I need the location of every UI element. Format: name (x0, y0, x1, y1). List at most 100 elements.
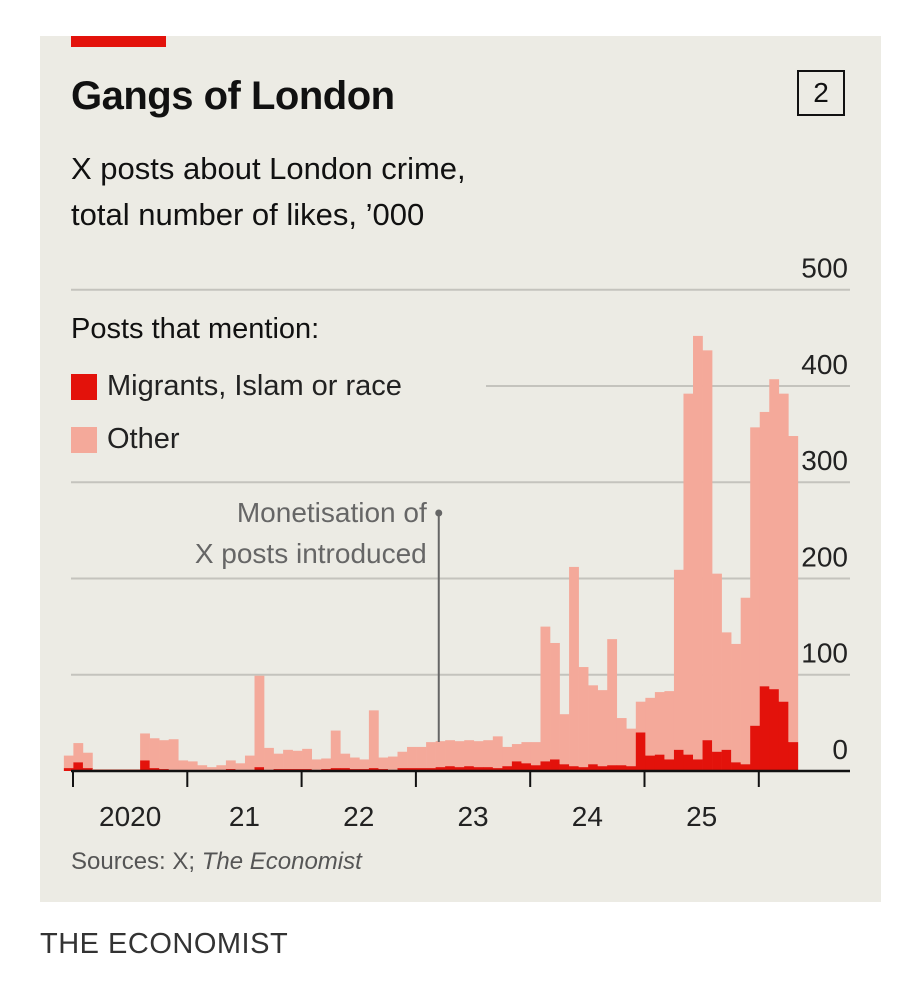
bar-other (550, 642, 560, 760)
bar-other (759, 411, 770, 687)
bar-migrants (683, 754, 694, 771)
y-tick-label: 200 (801, 541, 848, 572)
bar-other (616, 718, 627, 766)
bar-migrants (721, 749, 732, 771)
bar-migrants (407, 768, 417, 771)
bar-other (607, 639, 618, 766)
accent-bar (71, 36, 166, 47)
legend-swatch-other (71, 427, 97, 453)
bar-migrants (712, 751, 722, 771)
bar-migrants (588, 764, 598, 771)
bar-other (626, 728, 637, 767)
bar-other (254, 675, 265, 768)
bar-other (435, 741, 446, 768)
bar-other (359, 759, 370, 770)
bar-other (387, 756, 398, 771)
bar-other (588, 685, 598, 765)
bar-other (511, 744, 522, 762)
bar-migrants (397, 768, 408, 771)
bar-migrants (540, 761, 551, 771)
bar-other (530, 742, 541, 766)
bar-migrants (502, 766, 513, 771)
bar-other (168, 739, 179, 771)
bar-other (597, 690, 608, 767)
bar-migrants (330, 768, 341, 771)
bar-other (121, 769, 131, 771)
chart-title: Gangs of London (71, 74, 395, 118)
y-tick-label: 0 (832, 734, 848, 765)
bar-migrants (731, 762, 741, 771)
bar-other (635, 701, 646, 733)
bar-other (416, 746, 427, 769)
bar-other (321, 758, 332, 770)
bar-other (721, 632, 732, 750)
legend-title: Posts that mention: (71, 313, 320, 345)
bar-other (378, 757, 389, 770)
bar-migrants (140, 760, 150, 771)
bar-migrants (340, 768, 351, 771)
subtitle-line-1: X posts about London crime, (71, 151, 466, 186)
bar-other (206, 767, 217, 771)
bar-migrants (664, 759, 675, 771)
bar-other (426, 742, 436, 769)
bar-migrants (445, 766, 455, 771)
bar-other (397, 751, 408, 769)
bar-other (216, 765, 227, 771)
bar-other (302, 748, 313, 770)
bar-migrants (454, 767, 465, 771)
bar-other (788, 436, 799, 743)
bar-other (340, 753, 351, 769)
bar-other (311, 759, 322, 771)
bar-other (273, 753, 284, 770)
bar-other (292, 750, 303, 770)
bar-migrants (368, 768, 379, 771)
legend-label-migrants: Migrants, Islam or race (107, 370, 402, 402)
bar-migrants (578, 767, 589, 771)
publisher-brand: THE ECONOMIST (40, 928, 289, 960)
bar-migrants (426, 768, 436, 771)
bar-other (769, 379, 780, 690)
bar-other (778, 393, 789, 702)
bar-other (82, 752, 93, 769)
bar-other (731, 643, 741, 763)
y-tick-label: 400 (801, 349, 848, 380)
bar-other (645, 697, 656, 756)
bar-migrants (492, 768, 503, 771)
bar-other (178, 760, 189, 771)
bar-other (101, 769, 112, 771)
bar-migrants (693, 759, 703, 771)
bar-migrants (769, 689, 780, 771)
bar-migrants (616, 765, 627, 771)
legend-swatch-migrants (71, 374, 97, 400)
bar-other (244, 755, 255, 771)
bar-migrants (750, 725, 761, 771)
bar-other (149, 738, 160, 769)
bar-migrants (521, 763, 532, 771)
bar-other (492, 736, 503, 769)
bar-migrants (73, 762, 84, 771)
bar-other (330, 730, 341, 769)
bar-migrants (654, 754, 665, 771)
bar-migrants (435, 767, 446, 771)
bar-other (521, 742, 532, 764)
bar-migrants (702, 740, 713, 771)
bar-migrants (569, 766, 579, 771)
bar-other (683, 393, 694, 755)
bar-migrants (626, 766, 637, 771)
bar-other (654, 692, 665, 755)
bar-other (483, 740, 494, 768)
annotation-dot (435, 509, 443, 517)
bar-other (712, 573, 722, 752)
bar-other (197, 765, 208, 771)
bar-other (473, 741, 484, 768)
bar-other (740, 597, 751, 765)
chart-subtitle: X posts about London crime, total number… (71, 146, 466, 238)
x-tick-label: 25 (686, 801, 717, 832)
bar-migrants (464, 766, 475, 771)
bar-other (445, 740, 455, 767)
bar-migrants (473, 767, 484, 771)
legend-label-other: Other (107, 423, 180, 455)
bar-other (702, 350, 713, 741)
bar-migrants (645, 755, 656, 771)
